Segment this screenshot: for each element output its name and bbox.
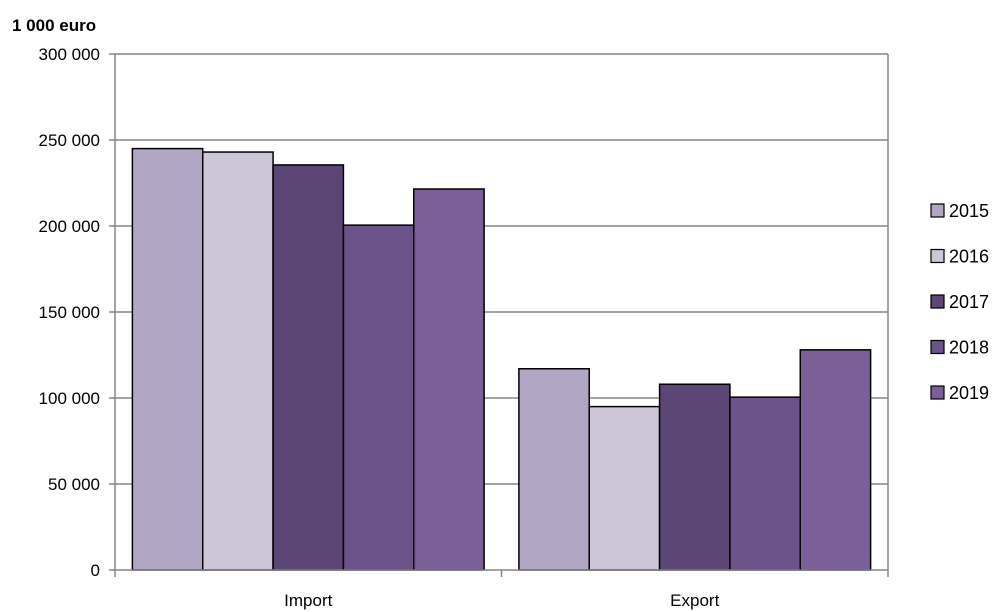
legend-label-2017: 2017 xyxy=(949,292,989,312)
y-tick-label: 200 000 xyxy=(39,217,100,236)
bar-import-2019 xyxy=(413,188,485,571)
y-tick-label: 250 000 xyxy=(39,131,100,150)
bar-export-2016 xyxy=(588,405,661,571)
y-tick-label: 50 000 xyxy=(48,475,100,494)
legend-label-2015: 2015 xyxy=(949,201,989,221)
x-tick-label-export: Export xyxy=(670,591,719,610)
y-tick-label: 100 000 xyxy=(39,389,100,408)
axes xyxy=(109,53,889,577)
bar-import-2017 xyxy=(272,164,345,571)
legend-swatch-2017 xyxy=(930,294,945,309)
legend-label-2018: 2018 xyxy=(949,338,989,358)
legend-label-2019: 2019 xyxy=(949,383,989,403)
y-tick-label: 0 xyxy=(91,561,100,580)
legend-swatch-2016 xyxy=(930,248,945,264)
bar-import-2018 xyxy=(342,224,415,571)
bar-export-2018 xyxy=(729,396,802,571)
x-tick-labels: Import Export xyxy=(284,591,719,610)
y-tick-label: 150 000 xyxy=(39,303,100,322)
bar-import-2016 xyxy=(201,151,274,571)
legend-swatch-2019 xyxy=(930,385,945,400)
y-tick-label: 300 000 xyxy=(39,45,100,64)
bar-export-2017 xyxy=(658,383,731,571)
legend-label-2016: 2016 xyxy=(949,247,989,267)
legend-swatch-2015 xyxy=(930,203,945,218)
legend: 2015 2016 2017 2018 2019 xyxy=(930,201,989,403)
y-axis-unit-label: 1 000 euro xyxy=(12,16,96,35)
bars xyxy=(131,147,872,571)
bar-import-2015 xyxy=(131,147,204,571)
legend-swatch-2018 xyxy=(930,339,945,355)
bar-export-2019 xyxy=(799,349,872,571)
bar-export-2015 xyxy=(518,368,590,571)
y-tick-labels: 0 50 000 100 000 150 000 200 000 250 000 300 0… xyxy=(39,45,100,580)
x-tick-label-import: Import xyxy=(284,591,332,610)
